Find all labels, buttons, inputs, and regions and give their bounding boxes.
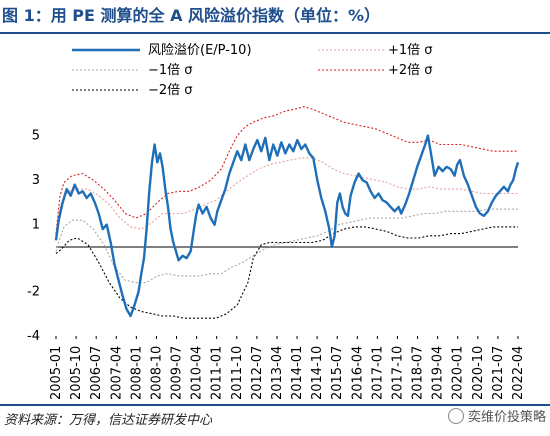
y-tick-label: -4 bbox=[27, 329, 40, 344]
x-tick-label: 2009-07 bbox=[170, 346, 185, 400]
x-tick-label: 2012-07 bbox=[250, 346, 265, 400]
x-tick-label: 2017-10 bbox=[390, 346, 405, 400]
series-line bbox=[55, 106, 518, 234]
x-tick-label: 2020-01 bbox=[451, 346, 466, 400]
series-line bbox=[55, 157, 518, 236]
x-tick-label: 2007-04 bbox=[109, 346, 124, 400]
legend: 风险溢价(E/P-10) +1倍 σ −1倍 σ +2倍 σ −2倍 σ bbox=[72, 43, 433, 98]
series-line bbox=[54, 134, 520, 318]
y-tick-label: 5 bbox=[32, 129, 40, 144]
x-tick-label: 2008-01 bbox=[129, 346, 144, 400]
x-tick-label: 2011-10 bbox=[230, 346, 245, 400]
x-tick-label: 2018-07 bbox=[411, 346, 426, 400]
legend-label: +1倍 σ bbox=[388, 43, 433, 58]
legend-label: 风险溢价(E/P-10) bbox=[148, 43, 252, 58]
legend-label: +2倍 σ bbox=[388, 63, 433, 78]
watermark: 奕维价投策略 bbox=[447, 406, 546, 425]
watermark-text: 奕维价投策略 bbox=[467, 410, 546, 425]
title-divider bbox=[0, 32, 550, 34]
series-line bbox=[55, 208, 518, 284]
x-tick-label: 2016-04 bbox=[350, 346, 365, 400]
x-tick-label: 2022-04 bbox=[511, 346, 526, 400]
x-tick-label: 2013-04 bbox=[270, 346, 285, 400]
x-tick-label: 2014-01 bbox=[290, 346, 305, 400]
y-tick-label: 1 bbox=[32, 218, 40, 233]
chart-title: 图 1：用 PE 测算的全 A 风险溢价指数（单位：%） bbox=[2, 6, 381, 25]
x-tick-label: 2011-01 bbox=[210, 346, 225, 400]
x-tick-label: 2008-10 bbox=[149, 346, 164, 400]
axis-layer: 5 3 1 -2 -4 2005-01 2005-10 2006-07 2007-04 2008-… bbox=[27, 129, 526, 400]
footer-divider bbox=[0, 404, 550, 406]
series-layer bbox=[54, 106, 520, 319]
source-note: 资料来源：万得，信达证券研发中心 bbox=[4, 413, 213, 428]
x-tick-label: 2019-04 bbox=[431, 346, 446, 400]
y-tick-label: -2 bbox=[27, 284, 40, 299]
y-tick-label: 3 bbox=[32, 173, 40, 188]
x-tick-label: 2014-10 bbox=[310, 346, 325, 400]
x-tick-label: 2006-07 bbox=[89, 346, 104, 400]
x-tick-label: 2021-07 bbox=[491, 346, 506, 400]
x-tick-label: 2005-10 bbox=[69, 346, 84, 400]
x-tick-label: 2015-07 bbox=[330, 346, 345, 400]
risk-premium-chart: 5 3 1 -2 -4 2005-01 2005-10 2006-07 2007-04 2008-… bbox=[27, 43, 526, 400]
x-tick-label: 2010-04 bbox=[190, 346, 205, 400]
legend-label: −2倍 σ bbox=[148, 83, 193, 98]
x-tick-label: 2020-10 bbox=[471, 346, 486, 400]
wechat-logo-icon bbox=[447, 407, 464, 424]
x-tick-label: 2017-01 bbox=[370, 346, 385, 400]
x-tick-label: 2005-01 bbox=[49, 346, 64, 400]
legend-label: −1倍 σ bbox=[148, 63, 193, 78]
